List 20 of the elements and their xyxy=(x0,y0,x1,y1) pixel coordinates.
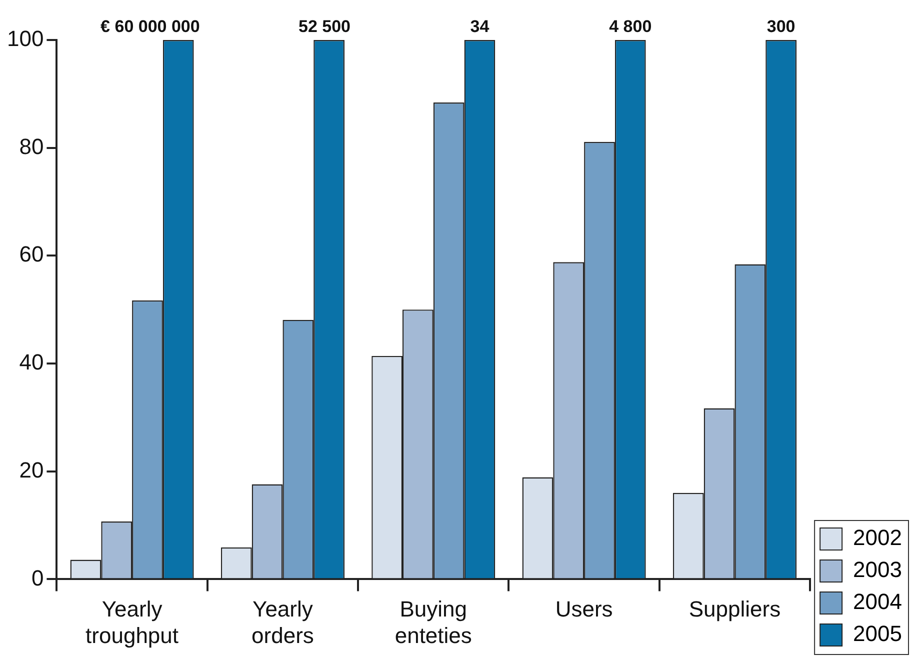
y-tick-label: 40 xyxy=(19,350,44,375)
y-tick-label: 60 xyxy=(19,242,44,267)
y-tick-label: 20 xyxy=(19,457,44,482)
y-tick-label: 0 xyxy=(31,565,44,590)
x-tick-label: Yearly orders xyxy=(252,596,314,648)
y-tick-label: 100 xyxy=(6,26,44,52)
legend-label: 2004 xyxy=(853,589,902,614)
text: 300 xyxy=(766,17,796,36)
text: 4 800 xyxy=(609,17,652,36)
x-tick-label: Users xyxy=(555,596,613,622)
x-tick-label: Yearly troughput xyxy=(86,596,179,648)
text: 34 xyxy=(470,17,490,36)
legend-label: 2002 xyxy=(853,525,902,550)
text: 52 500 xyxy=(298,17,350,36)
x-tick-label: Suppliers xyxy=(688,596,781,622)
x-tick-label: Buying enteties xyxy=(394,596,472,648)
legend-label: 2003 xyxy=(853,557,902,582)
legend-label: 2005 xyxy=(853,621,902,646)
y-tick-label: 80 xyxy=(19,134,44,159)
text: € 60 000 000 xyxy=(100,17,200,36)
